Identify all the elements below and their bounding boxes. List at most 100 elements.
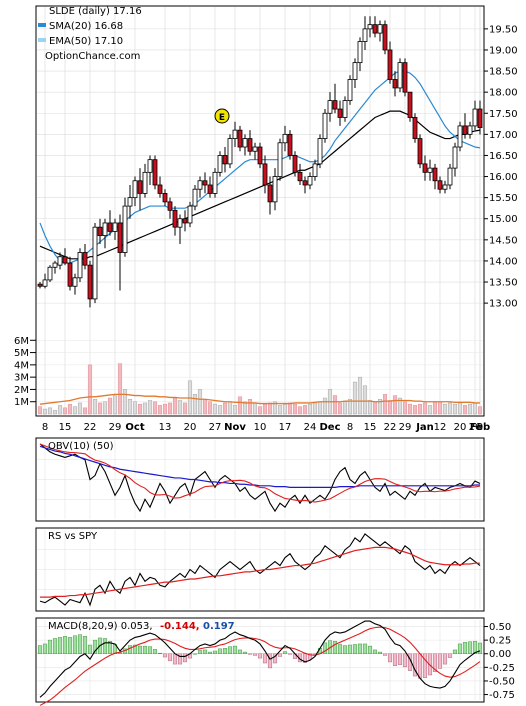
macd-histogram-bar — [267, 653, 273, 669]
volume-bar — [267, 402, 273, 415]
macd-histogram-bar — [77, 634, 83, 654]
legend-sma: SMA(20) 16.68 — [49, 21, 123, 32]
candle-body — [442, 184, 448, 190]
volume-bar — [462, 405, 468, 415]
macd-histogram-bar — [452, 649, 458, 654]
candle-body — [82, 252, 88, 266]
volume-bar — [72, 406, 78, 415]
date-tick-label: 26 — [469, 422, 482, 433]
obv-average-line — [39, 443, 481, 503]
volume-bar — [132, 401, 138, 415]
candle-body — [277, 142, 283, 177]
candle-body — [57, 256, 63, 266]
macd-tick-label: -0.25 — [489, 663, 515, 674]
candle-body — [77, 252, 83, 279]
candle-body — [457, 125, 463, 148]
macd-histogram-bar — [132, 644, 138, 654]
candle-body — [212, 171, 218, 194]
candle-body — [282, 133, 288, 144]
volume-bar — [417, 403, 423, 415]
price-tick-label: 16.50 — [489, 151, 518, 162]
candle-body — [137, 180, 143, 194]
macd-panel-frame — [35, 617, 485, 703]
macd-histogram-bar — [242, 651, 248, 654]
candle-body — [397, 62, 403, 89]
volume-bar — [317, 401, 323, 415]
volume-bar — [137, 403, 143, 415]
macd-histogram-bar — [387, 653, 393, 663]
volume-bar — [287, 402, 293, 415]
macd-legend: MACD(8,20,9) 0.053, -0.144, 0.197 — [48, 621, 235, 632]
ma-black-line — [39, 110, 481, 260]
volume-bar — [382, 394, 388, 415]
volume-bar — [427, 405, 433, 415]
volume-bar — [247, 399, 253, 415]
volume-bar — [102, 401, 108, 415]
price-tick-label: 14.50 — [489, 235, 518, 246]
macd-tick-label: 0.25 — [489, 636, 511, 647]
macd-histogram-bar — [322, 642, 328, 654]
date-tick-label: 13 — [159, 422, 172, 433]
macd-histogram-bar — [47, 639, 53, 654]
macd-histogram-bar — [342, 645, 348, 654]
volume-bar — [52, 410, 58, 415]
candle-body — [327, 100, 333, 114]
price-axis-ticks: 19.50 19.00 18.50 18.00 17.50 17.00 16.50 16.00… — [484, 24, 518, 310]
volume-bar — [412, 405, 418, 415]
candle-body — [107, 222, 113, 232]
macd-histogram-bar — [417, 653, 423, 679]
candle-body — [267, 184, 273, 203]
volume-bar — [342, 401, 348, 415]
price-tick-label: 15.00 — [489, 214, 518, 225]
rs-lines — [39, 533, 481, 607]
candle-body — [157, 184, 163, 194]
candle-body — [272, 176, 278, 203]
price-tick-label: 17.00 — [489, 130, 518, 141]
candle-body — [382, 24, 388, 51]
date-tick-label: 20 — [454, 422, 467, 433]
candle-body — [102, 222, 108, 237]
macd-histogram-bar — [82, 636, 88, 654]
volume-bar — [277, 405, 283, 415]
volume-bar — [207, 401, 213, 415]
macd-histogram-bar — [432, 653, 438, 672]
macd-tick-label: 0.50 — [489, 622, 511, 633]
date-tick-label: 8 — [42, 422, 48, 433]
macd-title: MACD(8,20,9) 0.053, — [48, 621, 153, 632]
volume-grid — [37, 340, 483, 402]
candle-body — [62, 256, 68, 264]
volume-bar — [242, 401, 248, 415]
candle-body — [132, 180, 138, 199]
volume-bar — [432, 401, 438, 415]
volume-bar — [147, 400, 153, 415]
volume-bar — [122, 389, 128, 415]
date-axis-ticks: 8 15 22 29 Oct 13 20 27 Nov 10 17 24 Dec 8 15 22 29 Jan 12… — [42, 422, 490, 433]
volume-bar — [92, 399, 98, 415]
price-tick-label: 17.50 — [489, 109, 518, 120]
candle-body — [462, 125, 468, 135]
macd-histogram-bar — [447, 653, 453, 658]
date-tick-label: Nov — [224, 422, 246, 433]
earnings-marker[interactable]: E — [214, 108, 230, 124]
candle-body — [307, 176, 313, 186]
candle-body — [67, 262, 73, 287]
volume-bar — [62, 407, 68, 415]
date-tick-label: 15 — [364, 422, 377, 433]
candle-body — [192, 188, 198, 207]
volume-bar — [407, 403, 413, 415]
candle-body — [87, 264, 93, 300]
volume-bar — [282, 403, 288, 415]
candle-body — [197, 180, 203, 190]
volume-bar — [422, 402, 428, 415]
candle-body — [312, 163, 318, 177]
candle-body — [302, 180, 308, 186]
volume-bar — [212, 403, 218, 415]
macd-histogram-bar — [157, 652, 163, 654]
candle-body — [372, 24, 378, 34]
macd-histogram-bar — [402, 653, 408, 668]
macd-histogram-bar — [152, 649, 158, 654]
macd-histogram-bar — [137, 645, 143, 654]
macd-histogram-bar — [67, 637, 73, 654]
macd-histogram-bar — [172, 653, 178, 665]
